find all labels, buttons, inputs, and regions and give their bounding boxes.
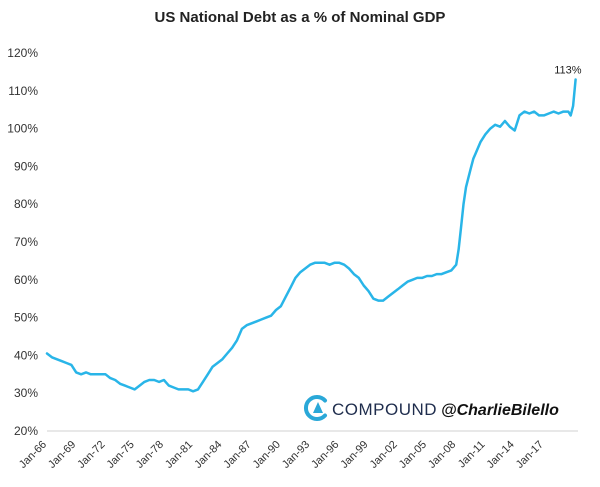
x-tick-label: Jan-81 — [163, 439, 195, 471]
x-tick-label: Jan-05 — [397, 439, 429, 471]
x-tick-label: Jan-17 — [514, 439, 546, 471]
x-tick-label: Jan-11 — [456, 439, 488, 471]
y-tick-label: 120% — [7, 46, 38, 60]
y-tick-label: 40% — [14, 348, 38, 362]
x-tick-label: Jan-78 — [134, 439, 166, 471]
compound-logo-icon — [303, 395, 327, 421]
compound-brand-text: COMPOUND — [332, 400, 437, 419]
twitter-handle: @CharlieBilello — [441, 402, 559, 419]
y-tick-label: 30% — [14, 386, 38, 400]
x-tick-label: Jan-66 — [17, 439, 49, 471]
x-tick-label: Jan-02 — [368, 439, 400, 471]
compound-watermark: COMPOUND @CharlieBilello — [303, 395, 559, 421]
y-tick-label: 50% — [14, 311, 38, 325]
x-tick-label: Jan-69 — [46, 439, 78, 471]
x-tick-label: Jan-87 — [221, 439, 253, 471]
y-tick-label: 110% — [8, 84, 38, 98]
x-tick-label: Jan-99 — [338, 439, 370, 471]
x-tick-label: Jan-14 — [485, 439, 517, 471]
x-tick-label: Jan-08 — [426, 439, 458, 471]
y-tick-label: 60% — [14, 273, 38, 287]
y-tick-label: 100% — [7, 122, 38, 136]
end-value-label: 113% — [554, 64, 582, 76]
y-tick-label: 20% — [14, 424, 38, 438]
debt-gdp-series-line — [45, 78, 577, 393]
x-tick-label: Jan-96 — [309, 439, 341, 471]
chart-title: US National Debt as a % of Nominal GDP — [155, 9, 446, 26]
y-tick-label: 80% — [14, 197, 38, 211]
y-axis: 20% 30% 40% 50% 60% 70% 80% 90% 100% 110% 120% — [7, 46, 38, 438]
x-tick-label: Jan-72 — [75, 439, 107, 471]
y-tick-label: 90% — [14, 159, 38, 173]
annotations-group: 113% — [554, 64, 582, 76]
x-tick-label: Jan-75 — [105, 439, 137, 471]
x-tick-label: Jan-93 — [280, 439, 312, 471]
x-tick-label: Jan-84 — [192, 439, 224, 471]
x-tick-label: Jan-90 — [251, 439, 283, 471]
x-axis: Jan-66Jan-69Jan-72Jan-75Jan-78Jan-81Jan-… — [17, 439, 546, 471]
y-tick-label: 70% — [14, 235, 38, 249]
series-group — [45, 78, 577, 393]
